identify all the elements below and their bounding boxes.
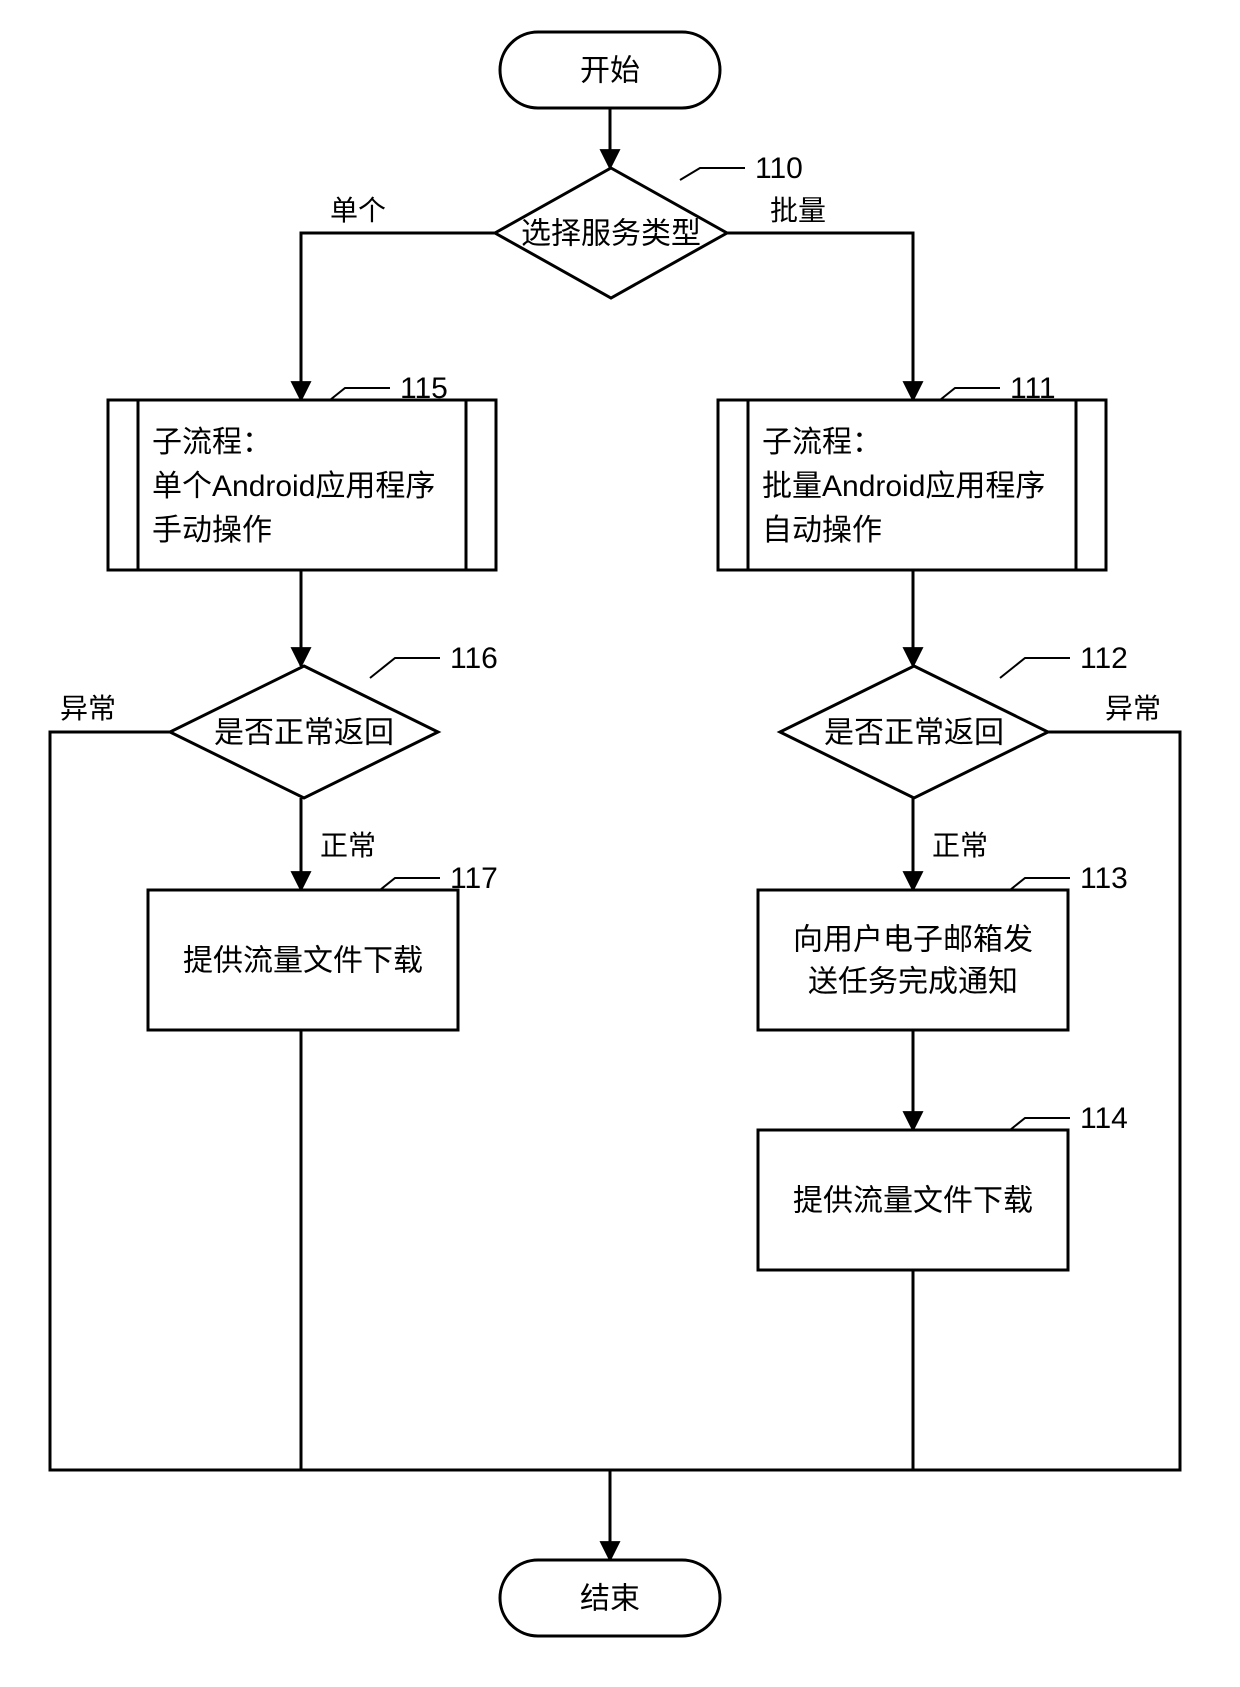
edge-label: 异常 [1105, 693, 1161, 724]
node-text: 是否正常返回 [824, 717, 1004, 750]
node-text: 选择服务类型 [521, 218, 701, 251]
edge [610, 732, 1180, 1470]
node-p115: 子流程： 单个Android应用程序手动操作 [108, 400, 496, 570]
edge-label: 正常 [932, 830, 988, 861]
edge-label: 正常 [320, 830, 376, 861]
node-text: 是否正常返回 [214, 717, 394, 750]
node-p113: 向用户电子邮箱发送任务完成通知 [758, 890, 1068, 1030]
node-start: 开始 [500, 32, 720, 108]
node-p111: 子流程： 批量Android应用程序自动操作 [718, 400, 1106, 570]
edges-layer: 单个 批量正常 正常 异常 异常 [50, 108, 1180, 1560]
node-p114: 提供流量文件下载 [758, 1130, 1068, 1270]
ref-number: 116 [450, 642, 498, 675]
ref-leader [680, 168, 745, 180]
node-text: 手动操作 [152, 514, 272, 547]
node-text: 自动操作 [762, 514, 882, 547]
edge-label: 异常 [60, 693, 116, 724]
ref-leader [370, 658, 440, 678]
ref-number: 114 [1080, 1102, 1128, 1135]
edge [301, 233, 495, 400]
node-text: 单个Android应用程序 [152, 470, 435, 503]
node-p117: 提供流量文件下载 [148, 890, 458, 1030]
node-text: 子流程： [152, 426, 272, 459]
node-text: 批量Android应用程序 [762, 470, 1045, 503]
node-text: 结束 [580, 1583, 640, 1616]
node-d110: 选择服务类型 [495, 168, 727, 298]
node-text: 送任务完成通知 [808, 966, 1018, 999]
ref-number: 110 [755, 152, 803, 185]
ref-number: 112 [1080, 642, 1128, 675]
edge-label: 批量 [770, 195, 826, 226]
ref-number: 113 [1080, 862, 1128, 895]
node-text: 提供流量文件下载 [183, 945, 423, 978]
node-text: 向用户电子邮箱发 [793, 924, 1033, 957]
node-d112: 是否正常返回 [780, 666, 1048, 798]
node-text: 提供流量文件下载 [793, 1185, 1033, 1218]
node-d116: 是否正常返回 [170, 666, 438, 798]
node-text: 子流程： [762, 426, 882, 459]
node-end: 结束 [500, 1560, 720, 1636]
node-text: 开始 [580, 55, 640, 88]
edge [727, 233, 913, 400]
flowchart-canvas: 单个批量正常正常异常异常110111112113114115116117开始选择… [0, 0, 1240, 1687]
edge-label: 单个 [330, 195, 386, 226]
ref-leader [1000, 658, 1070, 678]
